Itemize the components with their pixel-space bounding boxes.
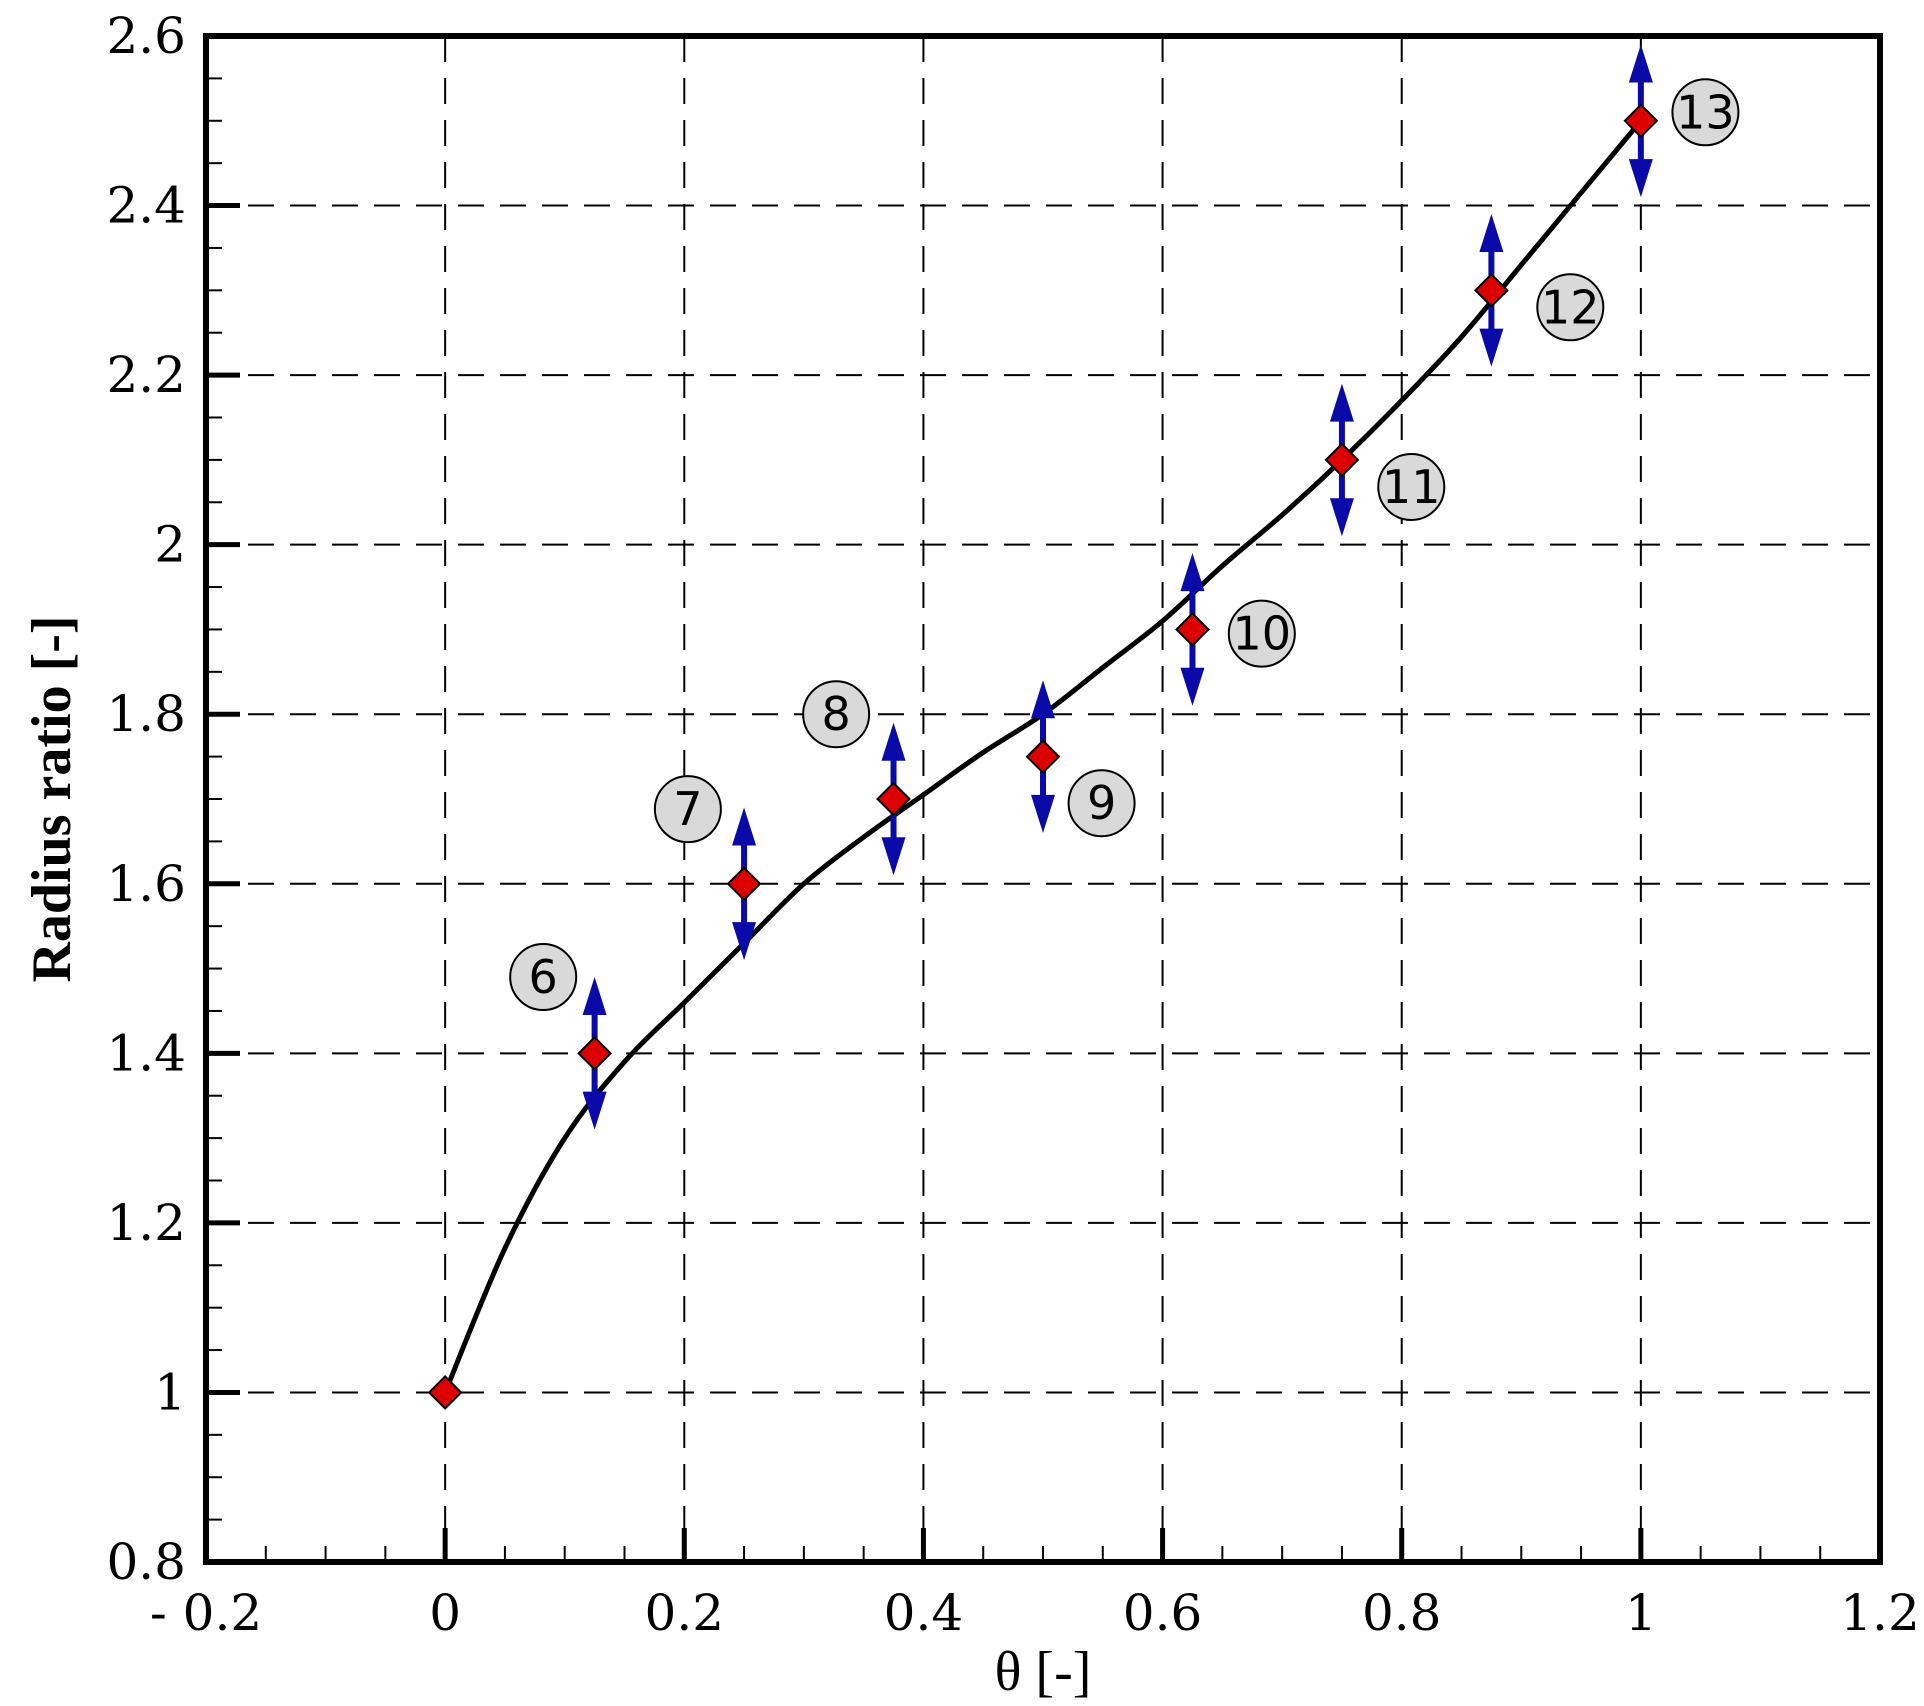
fitted-curve	[442, 119, 1643, 1394]
marker-layer	[427, 103, 1659, 1410]
point-label-text: 10	[1233, 607, 1292, 661]
up-arrow-head	[1628, 44, 1653, 83]
point-label-badge	[653, 775, 722, 844]
down-arrow-head	[1031, 794, 1055, 833]
y-tick-label: 0.8	[106, 1533, 186, 1591]
y-tick-labels: 0.8 1 1.2 1.4 1.6 1.8 2 2.2 2.4 2.6	[106, 7, 186, 1591]
down-arrow-head	[1628, 159, 1653, 198]
data-point-marker	[427, 1375, 463, 1410]
point-label-badge	[1377, 453, 1446, 522]
arrow-layer	[582, 44, 1653, 1130]
y-tick-label: 1.6	[106, 855, 186, 913]
y-tick-label: 2.2	[106, 346, 186, 404]
y-axis-title: Radius ratio [-]	[21, 615, 83, 982]
x-tick-labels: - 0.2 0 0.2 0.4 0.6 0.8 1 1.2	[150, 1584, 1920, 1642]
y-tick-label: 1.4	[106, 1024, 186, 1082]
x-tick-label: 0	[429, 1584, 461, 1642]
up-arrow-head	[1031, 680, 1055, 719]
badge-layer: 6 7 8 9 10 11 12 13	[509, 78, 1740, 1012]
x-tick-label: 0.2	[645, 1584, 725, 1642]
down-arrow-head	[1479, 328, 1504, 367]
point-label-badge	[1671, 78, 1740, 147]
y-tick-label: 2.6	[106, 7, 186, 65]
y-tick-label: 1.2	[106, 1194, 186, 1252]
point-label-text: 13	[1676, 85, 1735, 139]
data-point-marker	[1324, 442, 1360, 478]
point-label-badge	[802, 680, 871, 749]
x-axis-title: θ [-]	[995, 1641, 1092, 1703]
up-arrow-head	[1180, 553, 1205, 592]
up-arrow-head	[732, 807, 757, 846]
down-arrow-head	[732, 922, 757, 961]
x-tick-label: 0.6	[1123, 1584, 1203, 1642]
x-tick-label: 0.4	[884, 1584, 964, 1642]
point-label-text: 11	[1382, 460, 1441, 514]
x-tick-label: 1.2	[1840, 1584, 1920, 1642]
up-arrow-head	[881, 722, 906, 761]
up-arrow-head	[1479, 214, 1504, 253]
up-arrow-head	[582, 977, 607, 1016]
point-label-badge	[1536, 273, 1605, 342]
y-tick-label: 1.8	[106, 685, 186, 743]
down-arrow-head	[1180, 667, 1205, 706]
data-point-marker	[1025, 739, 1061, 775]
down-arrow-head	[1329, 498, 1354, 537]
data-point-marker	[726, 866, 762, 902]
x-tick-label: - 0.2	[150, 1584, 262, 1642]
data-point-marker	[577, 1035, 613, 1071]
point-label-text: 6	[529, 950, 558, 1004]
y-tick-label: 2.4	[106, 177, 186, 235]
data-point-marker	[1473, 272, 1509, 308]
point-label-text: 12	[1541, 280, 1600, 334]
x-tick-label: 0.8	[1362, 1584, 1442, 1642]
point-label-text: 8	[822, 687, 851, 741]
down-arrow-head	[582, 1091, 607, 1130]
point-label-badge	[1067, 769, 1136, 838]
point-label-text: 7	[673, 782, 702, 836]
data-point-marker	[1175, 612, 1210, 647]
up-arrow-head	[1329, 383, 1354, 422]
data-point-marker	[876, 781, 911, 817]
down-arrow-head	[881, 837, 906, 876]
y-tick-label: 2	[154, 516, 186, 574]
data-point-marker	[1623, 103, 1659, 139]
major-tick-layer	[206, 203, 1644, 1562]
point-label-badge	[509, 943, 578, 1012]
plot-frame	[203, 33, 1883, 1565]
point-label-badge	[1227, 599, 1296, 668]
x-tick-label: 1	[1625, 1584, 1657, 1642]
point-label-text: 9	[1087, 776, 1116, 830]
curve-layer	[442, 119, 1643, 1394]
y-tick-label: 1	[154, 1363, 186, 1421]
grid-layer	[206, 36, 1880, 1562]
